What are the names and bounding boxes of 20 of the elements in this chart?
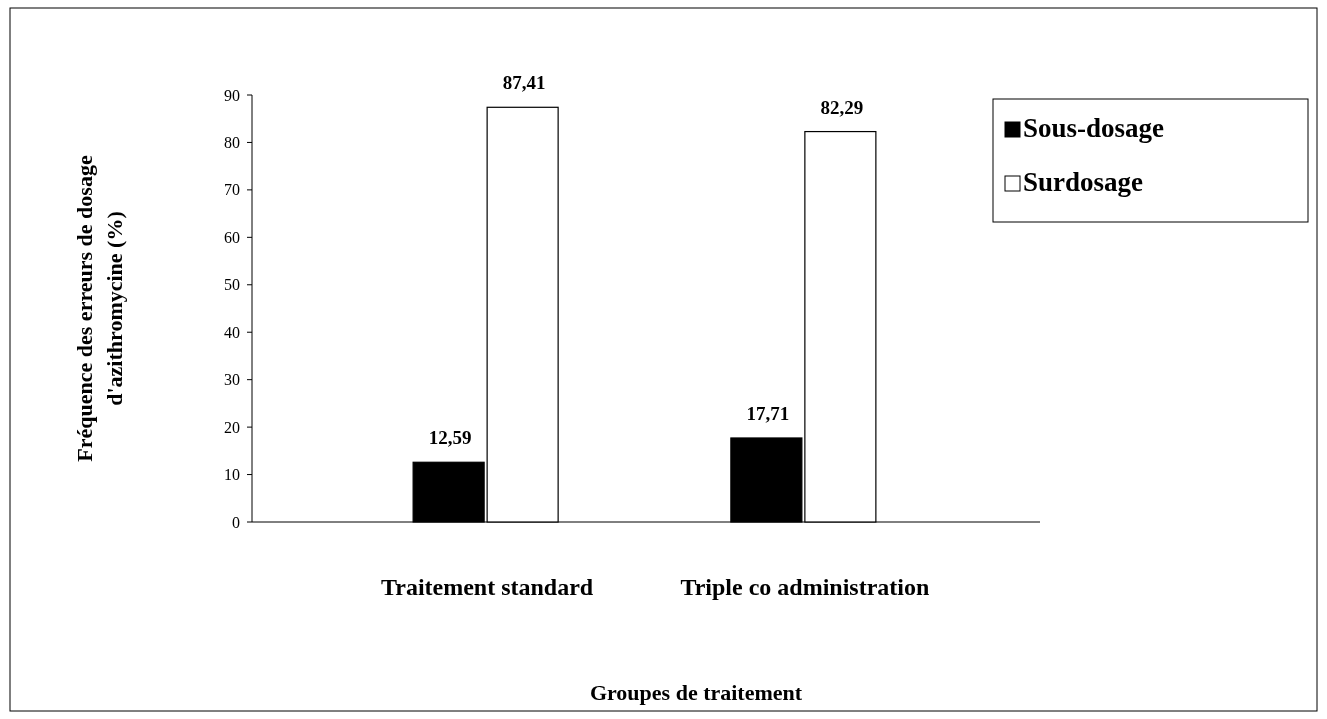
y-tick-label: 90 <box>224 86 240 104</box>
data-label: 82,29 <box>820 96 864 118</box>
y-tick-label: 0 <box>232 513 240 531</box>
data-label: 12,59 <box>428 427 472 449</box>
x-tick-label: Traitement standard <box>381 574 594 600</box>
data-label: 87,41 <box>502 72 546 94</box>
y-tick-label: 80 <box>224 134 240 152</box>
y-tick-label: 50 <box>224 276 240 294</box>
y-tick-label: 20 <box>224 418 240 436</box>
y-tick-label: 10 <box>224 466 240 484</box>
y-tick-label: 60 <box>224 228 240 246</box>
x-axis-title: Groupes de traitement <box>589 680 803 705</box>
legend-label: Sous-dosage <box>1023 113 1165 143</box>
x-tick-label: Triple co administration <box>680 574 930 600</box>
y-tick-label: 30 <box>224 371 240 389</box>
y-tick-label: 70 <box>224 181 240 199</box>
y-axis-title: Fréquence des erreurs de dosage d'azithromycine (%) <box>72 155 127 462</box>
legend-label: Surdosage <box>1023 167 1144 197</box>
data-label: 17,71 <box>746 402 790 424</box>
y-tick-label: 40 <box>224 323 240 341</box>
